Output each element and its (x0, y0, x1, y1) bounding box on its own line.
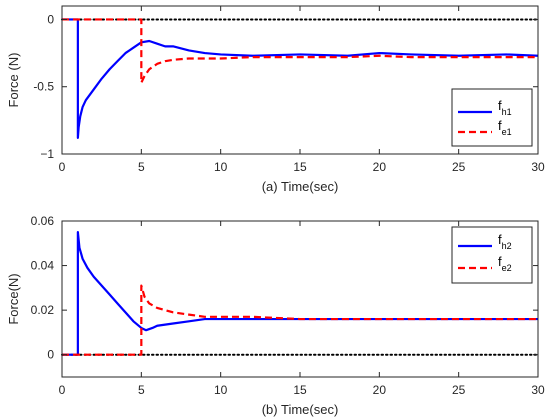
series-line-f-h1 (62, 18, 538, 139)
x-axis-label: (b) Time(sec) (262, 402, 339, 417)
x-tick-label: 15 (293, 160, 307, 174)
x-tick-label: 20 (373, 160, 387, 174)
legend-label-e1: fe1 (498, 118, 512, 137)
y-axis-label: Force (N) (6, 53, 21, 108)
legend-label-h1: fh1 (498, 98, 512, 117)
y-tick-label: 0.04 (31, 259, 55, 273)
chart-panel-a: 0 5 10 15 20 25 30 0 -0.5 −1 (a) Time(sec) Force (N… (6, 5, 545, 194)
legend-box (451, 226, 533, 284)
legend-box (451, 88, 533, 147)
chart-panel-b: 0 5 10 15 20 25 30 0 0.02 0.04 0.06 (b) Time(sec) Fo… (6, 214, 545, 417)
x-tick-label: 25 (452, 160, 466, 174)
x-tick-label: 10 (214, 160, 228, 174)
legend-label-e2: fe2 (498, 254, 512, 273)
x-tick-label: 20 (373, 383, 387, 397)
x-tick-label: 15 (293, 383, 307, 397)
series-line-f-e2 (62, 284, 538, 356)
x-axis-label: (a) Time(sec) (262, 179, 339, 194)
legend-label-main: f (498, 232, 502, 247)
legend-label-main: f (498, 254, 502, 269)
legend-label-main: f (498, 98, 502, 113)
legend-label-subscript: e2 (502, 263, 512, 273)
y-tick-label: −1 (40, 147, 54, 161)
series-line-f-e1 (62, 18, 538, 84)
x-tick-label: 0 (59, 383, 66, 397)
legend-label-subscript: h2 (502, 241, 512, 251)
legend-label-main: f (498, 118, 502, 133)
x-tick-label: 25 (452, 383, 466, 397)
legend-label-h2: fh2 (498, 232, 512, 251)
x-tick-label: 10 (214, 383, 228, 397)
legend-label-subscript: e1 (502, 127, 512, 137)
x-tick-label: 30 (531, 160, 545, 174)
y-tick-label: 0.02 (31, 303, 55, 317)
y-axis-label: Force(N) (6, 273, 21, 324)
x-tick-label: 5 (138, 383, 145, 397)
y-tick-label: 0 (47, 348, 54, 362)
y-tick-label: -0.5 (33, 80, 54, 94)
x-tick-label: 30 (531, 383, 545, 397)
y-tick-label: 0.06 (31, 214, 55, 228)
legend-label-subscript: h1 (502, 107, 512, 117)
y-tick-label: 0 (47, 12, 54, 26)
x-tick-label: 5 (138, 160, 145, 174)
x-tick-label: 0 (59, 160, 66, 174)
